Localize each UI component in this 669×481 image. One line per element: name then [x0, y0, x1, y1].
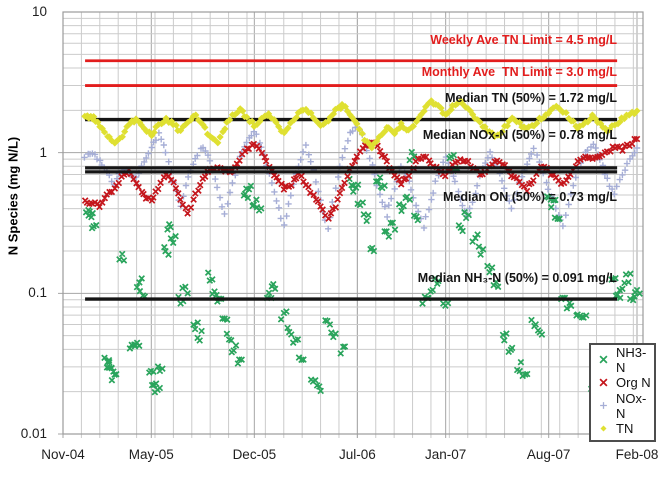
x-marker-icon	[599, 355, 608, 364]
y-tick-label: 0.01	[20, 426, 47, 441]
x-tick-label: May-05	[128, 447, 174, 462]
series-tn	[81, 97, 641, 152]
series-over	[81, 97, 641, 152]
annotation-median-tn: Median TN (50%) = 1.72 mg/L	[445, 90, 617, 105]
y-tick-label: 0.1	[28, 285, 47, 301]
x-tick-label: Nov-04	[41, 447, 85, 462]
reference-lines	[85, 59, 618, 301]
x-tick-label: Jan-07	[425, 447, 467, 462]
legend-item-label: NH3-N	[616, 344, 647, 375]
x-tick-label: Aug-07	[526, 447, 571, 462]
legend-item: NH3-N	[591, 345, 654, 375]
x-tick-label: Jul-06	[338, 447, 376, 462]
diamond-marker-icon	[600, 425, 607, 432]
annotation-weekly-tn-limit: Weekly Ave TN Limit = 4.5 mg/L	[430, 32, 617, 47]
legend-item: TN	[591, 417, 654, 440]
y-tick-label: 10	[31, 4, 47, 19]
x-tick-label: Dec-05	[232, 447, 277, 462]
y-tick-label: 1	[39, 144, 47, 160]
annotation-median-nox: Median NOx-N (50%) = 0.78 mg/L	[422, 127, 617, 142]
x-tick-label: Feb-08	[615, 447, 659, 462]
annotation-median-nh3: Median NH₃-N (50%) = 0.091 mg/L	[417, 271, 617, 286]
annotation-monthly-tn-limit: Monthly Ave TN Limit = 3.0 mg/L	[421, 64, 617, 79]
legend: NH3-N Org N NOx-N TN	[589, 343, 656, 442]
annotation-median-on: Median ON (50%) = 0.73 mg/L	[442, 189, 617, 204]
series-nh3-n	[82, 148, 643, 401]
x-marker-icon	[599, 378, 608, 387]
legend-item: NOx-N	[591, 391, 654, 421]
plus-marker-icon	[600, 402, 607, 409]
legend-item: Org N	[591, 371, 654, 394]
legend-item-label: TN	[616, 421, 634, 436]
legend-item-label: Org N	[616, 375, 651, 390]
legend-item-label: NOx-N	[616, 390, 647, 421]
series-under	[81, 120, 643, 401]
